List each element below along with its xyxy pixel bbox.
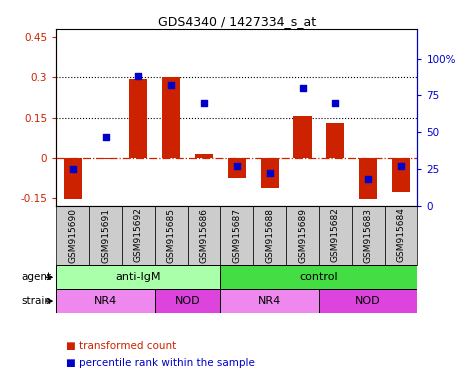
Text: GSM915688: GSM915688 <box>265 208 274 263</box>
Bar <box>286 206 319 265</box>
Bar <box>359 158 377 199</box>
Point <box>397 163 405 169</box>
Text: ■ percentile rank within the sample: ■ percentile rank within the sample <box>66 358 255 368</box>
Bar <box>155 206 188 265</box>
Bar <box>220 289 319 313</box>
Bar <box>220 206 253 265</box>
Bar <box>64 158 82 199</box>
Bar <box>56 289 155 313</box>
Bar <box>261 158 279 189</box>
Text: GSM915682: GSM915682 <box>331 208 340 263</box>
Bar <box>220 265 417 289</box>
Text: agent: agent <box>22 272 52 282</box>
Bar <box>392 158 410 192</box>
Text: control: control <box>300 272 338 282</box>
Point <box>102 134 109 140</box>
Bar <box>162 77 180 158</box>
Bar <box>294 116 311 158</box>
Bar <box>253 206 286 265</box>
Bar <box>97 158 114 159</box>
Text: GSM915691: GSM915691 <box>101 208 110 263</box>
Point <box>332 100 339 106</box>
Bar <box>352 206 385 265</box>
Bar <box>89 206 122 265</box>
Point <box>364 176 372 182</box>
Text: GSM915686: GSM915686 <box>199 208 209 263</box>
Text: anti-IgM: anti-IgM <box>115 272 161 282</box>
Bar <box>385 206 417 265</box>
Point <box>233 163 241 169</box>
Text: GSM915685: GSM915685 <box>166 208 176 263</box>
Bar <box>228 158 246 178</box>
Title: GDS4340 / 1427334_s_at: GDS4340 / 1427334_s_at <box>158 15 316 28</box>
Bar <box>129 79 147 158</box>
Bar <box>319 206 352 265</box>
Bar <box>188 206 220 265</box>
Text: ■ transformed count: ■ transformed count <box>66 341 176 351</box>
Bar <box>122 206 155 265</box>
Text: GSM915690: GSM915690 <box>68 208 77 263</box>
Bar <box>319 289 417 313</box>
Bar <box>56 206 89 265</box>
Text: NR4: NR4 <box>94 296 117 306</box>
Bar <box>56 265 220 289</box>
Text: GSM915689: GSM915689 <box>298 208 307 263</box>
Point <box>167 82 175 88</box>
Text: GSM915683: GSM915683 <box>363 208 373 263</box>
Text: GSM915684: GSM915684 <box>396 208 406 263</box>
Bar <box>195 154 213 158</box>
Bar <box>326 123 344 158</box>
Text: NOD: NOD <box>356 296 381 306</box>
Text: NR4: NR4 <box>258 296 281 306</box>
Point <box>135 73 142 79</box>
Bar <box>155 289 220 313</box>
Point <box>266 170 273 177</box>
Text: strain: strain <box>22 296 52 306</box>
Point <box>299 85 306 91</box>
Text: NOD: NOD <box>175 296 200 306</box>
Text: GSM915687: GSM915687 <box>232 208 242 263</box>
Text: GSM915692: GSM915692 <box>134 208 143 263</box>
Point <box>69 166 76 172</box>
Point <box>200 100 208 106</box>
